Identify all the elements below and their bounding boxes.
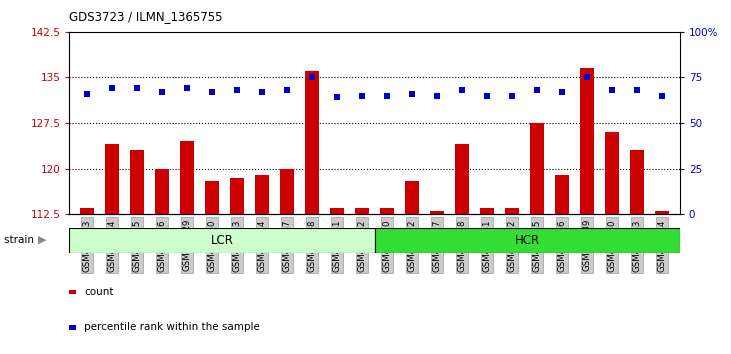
Bar (405, 181, 419, 214)
Text: ▶: ▶ (38, 235, 47, 245)
Bar (656, 211, 669, 214)
Text: count: count (84, 287, 113, 297)
Bar (505, 208, 519, 214)
Text: GDS3723 / ILMN_1365755: GDS3723 / ILMN_1365755 (69, 10, 223, 23)
Bar (330, 208, 344, 214)
Bar (556, 175, 569, 214)
Bar (80, 208, 94, 214)
Bar (374, 228, 680, 253)
Bar (69, 228, 374, 253)
Bar (255, 175, 269, 214)
Bar (455, 144, 469, 214)
Bar (605, 132, 619, 214)
Bar (431, 211, 444, 214)
Bar (306, 72, 319, 214)
Text: LCR: LCR (211, 234, 233, 247)
Text: percentile rank within the sample: percentile rank within the sample (84, 322, 260, 332)
Bar (531, 123, 544, 214)
Bar (280, 169, 294, 214)
Bar (155, 169, 169, 214)
Bar (230, 178, 244, 214)
Bar (105, 144, 119, 214)
Bar (355, 208, 369, 214)
Text: HCR: HCR (515, 234, 539, 247)
Bar (180, 141, 194, 214)
Bar (130, 150, 144, 214)
Text: strain: strain (4, 235, 37, 245)
Bar (480, 208, 494, 214)
Bar (380, 208, 394, 214)
Bar (205, 181, 219, 214)
Bar (630, 150, 644, 214)
Bar (580, 68, 594, 214)
